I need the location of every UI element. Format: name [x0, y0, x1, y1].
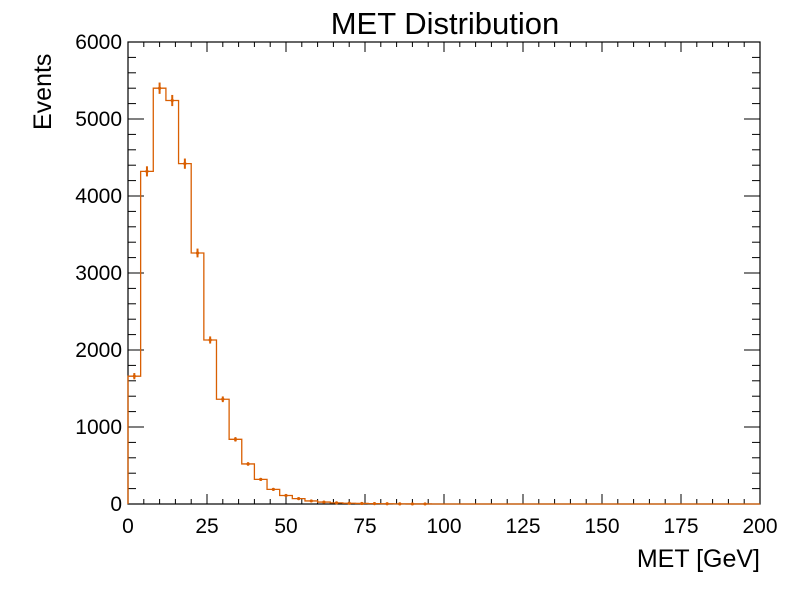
y-tick-label: 4000	[75, 185, 122, 208]
y-tick-label: 5000	[75, 108, 122, 131]
histogram-bin-marker	[158, 86, 162, 90]
histogram-bin-marker	[334, 501, 339, 505]
histogram-bin-marker	[284, 493, 288, 498]
x-tick-label: 0	[122, 515, 134, 538]
histogram-bin-marker	[385, 502, 389, 506]
x-tick-label: 25	[195, 515, 218, 538]
histogram-bin-marker	[195, 251, 200, 255]
y-tick-label: 0	[110, 493, 122, 516]
x-tick-label: 200	[742, 515, 777, 538]
x-tick-label: 125	[505, 515, 540, 538]
x-tick-label: 75	[353, 515, 376, 538]
x-tick-label: 100	[426, 515, 461, 538]
histogram-bin-marker	[183, 162, 187, 166]
chart-title: MET Distribution	[331, 6, 560, 41]
histogram-bin-marker	[423, 502, 427, 506]
histogram-bin-marker	[271, 487, 275, 491]
histogram-bin-marker	[145, 169, 149, 173]
x-axis-label: MET [GeV]	[637, 545, 760, 573]
x-tick-label: 150	[584, 515, 619, 538]
histogram-bin-marker	[208, 338, 212, 342]
histogram-bin-marker	[132, 374, 136, 378]
y-tick-label: 1000	[75, 416, 122, 439]
histogram-bin-marker	[360, 501, 364, 506]
x-tick-label: 175	[663, 515, 698, 538]
histogram-step-line	[127, 87, 760, 505]
histogram-bin-marker	[322, 500, 326, 504]
y-tick-label: 6000	[75, 31, 122, 54]
histogram-bin-marker	[259, 477, 263, 481]
y-tick-label: 2000	[75, 339, 122, 362]
histogram-bin-marker	[233, 437, 238, 441]
histogram-bin-marker	[347, 501, 351, 505]
plot-area: 0 25 50 75 100 125 150 175 200010002000300040005…	[75, 31, 777, 538]
histogram-bin-marker	[297, 497, 301, 501]
histogram-bin-marker	[398, 502, 402, 506]
plot-frame	[127, 41, 761, 505]
histogram-bin-marker	[309, 499, 313, 503]
histogram-bin-marker	[372, 502, 377, 506]
y-tick-label: 3000	[75, 262, 122, 285]
histogram-bin-marker	[170, 98, 174, 103]
histogram-bin-marker	[221, 397, 225, 401]
histogram-bin-marker	[410, 502, 414, 506]
x-tick-label: 50	[274, 515, 297, 538]
histogram-bin-marker	[246, 462, 250, 466]
y-axis-label: Events	[29, 54, 57, 130]
